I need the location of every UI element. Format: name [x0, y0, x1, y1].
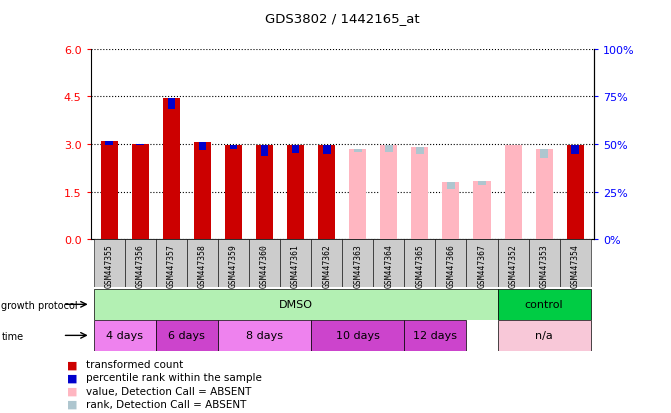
Text: growth protocol: growth protocol	[1, 300, 78, 310]
Text: control: control	[525, 299, 564, 310]
Bar	[218, 240, 249, 287]
Bar	[156, 240, 187, 287]
Text: GSM447364: GSM447364	[384, 243, 393, 287]
Bar	[105, 142, 113, 146]
Bar	[249, 240, 280, 287]
Bar	[478, 182, 486, 186]
Bar	[132, 145, 149, 240]
Bar	[497, 320, 590, 351]
Text: GSM447357: GSM447357	[167, 243, 176, 287]
Text: DMSO: DMSO	[278, 299, 313, 310]
Text: GSM447356: GSM447356	[136, 243, 145, 287]
Bar	[535, 150, 553, 240]
Bar	[373, 240, 405, 287]
Bar	[156, 320, 218, 351]
Bar	[94, 320, 156, 351]
Text: GSM447366: GSM447366	[446, 243, 456, 287]
Text: GSM447361: GSM447361	[291, 243, 300, 287]
Bar	[405, 320, 466, 351]
Text: GSM447362: GSM447362	[322, 243, 331, 287]
Text: 8 days: 8 days	[246, 330, 283, 341]
Bar	[292, 146, 299, 154]
Bar	[261, 146, 268, 156]
Bar	[101, 142, 118, 240]
Bar	[125, 240, 156, 287]
Bar	[349, 150, 366, 240]
Bar	[405, 240, 435, 287]
Bar	[94, 289, 497, 320]
Text: 6 days: 6 days	[168, 330, 205, 341]
Text: ■: ■	[67, 386, 78, 396]
Bar	[560, 240, 590, 287]
Bar	[199, 142, 206, 150]
Text: GSM447355: GSM447355	[105, 243, 113, 287]
Text: GSM447367: GSM447367	[478, 243, 486, 287]
Text: GSM447353: GSM447353	[539, 243, 549, 287]
Text: rank, Detection Call = ABSENT: rank, Detection Call = ABSENT	[86, 399, 246, 409]
Bar	[194, 142, 211, 240]
Text: ■: ■	[67, 359, 78, 369]
Bar	[229, 146, 238, 150]
Bar	[168, 99, 175, 110]
Bar	[416, 148, 423, 155]
Text: GSM447365: GSM447365	[415, 243, 424, 287]
Bar	[385, 146, 393, 153]
Bar	[380, 146, 397, 240]
Text: GSM447359: GSM447359	[229, 243, 238, 287]
Bar	[505, 146, 521, 240]
Bar	[218, 320, 311, 351]
Bar	[442, 183, 460, 240]
Text: GDS3802 / 1442165_at: GDS3802 / 1442165_at	[265, 12, 419, 25]
Bar	[225, 146, 242, 240]
Text: time: time	[1, 331, 23, 341]
Bar	[466, 240, 497, 287]
Bar	[447, 183, 455, 190]
Bar	[318, 145, 336, 240]
Bar	[94, 240, 125, 287]
Bar	[411, 148, 428, 240]
Bar	[163, 99, 180, 240]
Bar	[529, 240, 560, 287]
Bar	[311, 240, 342, 287]
Bar	[571, 146, 579, 155]
Text: value, Detection Call = ABSENT: value, Detection Call = ABSENT	[86, 386, 251, 396]
Bar	[256, 146, 273, 240]
Bar	[540, 150, 548, 158]
Text: percentile rank within the sample: percentile rank within the sample	[86, 373, 262, 382]
Text: ■: ■	[67, 373, 78, 382]
Bar	[497, 240, 529, 287]
Bar	[566, 146, 584, 240]
Bar	[474, 182, 491, 240]
Bar	[323, 145, 331, 154]
Bar	[287, 146, 304, 240]
Bar	[354, 150, 362, 153]
Text: 12 days: 12 days	[413, 330, 458, 341]
Text: GSM447363: GSM447363	[353, 243, 362, 287]
Bar	[435, 240, 466, 287]
Text: GSM447360: GSM447360	[260, 243, 269, 287]
Text: GSM447352: GSM447352	[509, 243, 517, 287]
Bar	[136, 145, 144, 146]
Bar	[497, 289, 590, 320]
Text: n/a: n/a	[535, 330, 553, 341]
Text: transformed count: transformed count	[86, 359, 183, 369]
Text: ■: ■	[67, 399, 78, 409]
Text: 10 days: 10 days	[336, 330, 380, 341]
Text: 4 days: 4 days	[106, 330, 143, 341]
Text: GSM447354: GSM447354	[571, 243, 580, 287]
Bar	[311, 320, 405, 351]
Bar	[280, 240, 311, 287]
Bar	[187, 240, 218, 287]
Text: GSM447358: GSM447358	[198, 243, 207, 287]
Bar	[342, 240, 373, 287]
